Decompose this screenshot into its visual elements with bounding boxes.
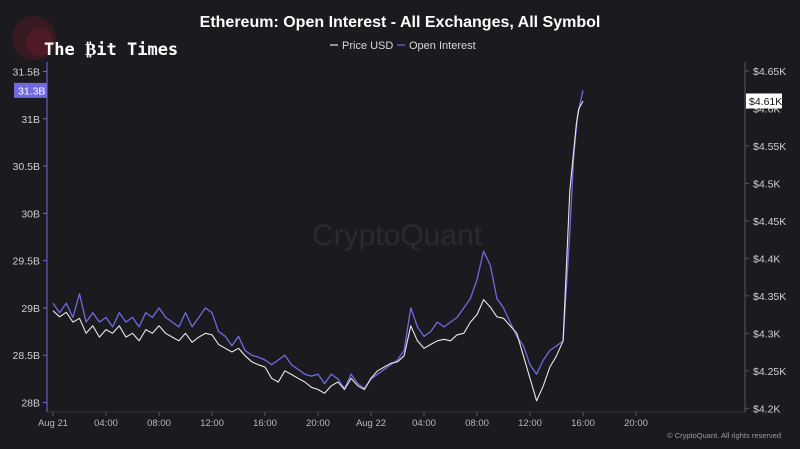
right-tick-label: $4.35K bbox=[753, 291, 786, 303]
left-current-value: 31.3B bbox=[18, 85, 45, 97]
left-tick-label: 30.5B bbox=[13, 161, 40, 173]
x-tick-label: 12:00 bbox=[518, 418, 542, 429]
left-tick-label: 29.5B bbox=[13, 256, 40, 268]
x-tick-label: 04:00 bbox=[412, 418, 436, 429]
x-tick-label: 20:00 bbox=[624, 418, 648, 429]
watermark-text: CryptoQuant bbox=[312, 219, 483, 252]
x-tick-label: 16:00 bbox=[571, 418, 595, 429]
left-current-badge: 31.3B bbox=[14, 82, 47, 98]
legend: Price USD Open Interest bbox=[330, 40, 476, 52]
left-tick-label: 30B bbox=[21, 208, 40, 220]
left-tick-label: 28.5B bbox=[13, 350, 40, 362]
right-axis: $4.2K $4.25K $4.3K $4.35K $4.4K $4.45K $4.5K $4… bbox=[745, 66, 786, 415]
brand-logo: The ₿it Times bbox=[12, 16, 178, 60]
legend-price-label: Price USD bbox=[342, 40, 393, 52]
right-tick-label: $4.4K bbox=[753, 253, 780, 265]
brand-logo-text: The ₿it Times bbox=[44, 40, 178, 60]
right-current-value: $4.61K bbox=[749, 96, 782, 108]
series-line-open-interest bbox=[52, 90, 584, 390]
left-axis: 28B 28.5B 29B 29.5B 30B 30.5B 31B 31.5B bbox=[13, 66, 47, 410]
copyright-credit: © CryptoQuant. All rights reserved bbox=[667, 431, 781, 440]
x-tick-label: 08:00 bbox=[147, 418, 171, 429]
right-current-badge-bg bbox=[746, 93, 782, 109]
right-tick-label: $4.3K bbox=[753, 328, 780, 340]
left-tick-label: 31.5B bbox=[13, 66, 40, 78]
right-tick-label: $4.45K bbox=[753, 216, 786, 228]
x-tick-label: 16:00 bbox=[253, 418, 277, 429]
x-tick-label: Aug 21 bbox=[38, 418, 68, 429]
left-tick-label: 28B bbox=[21, 398, 40, 410]
x-axis: Aug 21 04:00 08:00 12:00 16:00 20:00 Aug 22 04:… bbox=[38, 411, 745, 429]
x-tick-label: 12:00 bbox=[200, 418, 224, 429]
right-tick-label: $4.55K bbox=[753, 141, 786, 153]
x-tick-label: Aug 22 bbox=[356, 418, 386, 429]
x-tick-label: 20:00 bbox=[306, 418, 330, 429]
right-tick-label: $4.25K bbox=[753, 366, 786, 378]
right-tick-label: $4.5K bbox=[753, 178, 780, 190]
left-tick-label: 31B bbox=[21, 114, 40, 126]
left-current-badge-bg bbox=[14, 82, 47, 98]
x-tick-label: 04:00 bbox=[94, 418, 118, 429]
left-tick-label: 29B bbox=[21, 303, 40, 315]
x-tick-label: 08:00 bbox=[465, 418, 489, 429]
legend-oi-label: Open Interest bbox=[409, 40, 476, 52]
right-tick-label: $4.2K bbox=[753, 403, 780, 415]
series-line-price bbox=[52, 100, 584, 402]
right-tick-label: $4.65K bbox=[753, 66, 786, 78]
right-current-badge: $4.61K bbox=[746, 93, 782, 109]
chart-title: Ethereum: Open Interest - All Exchanges,… bbox=[200, 14, 601, 31]
